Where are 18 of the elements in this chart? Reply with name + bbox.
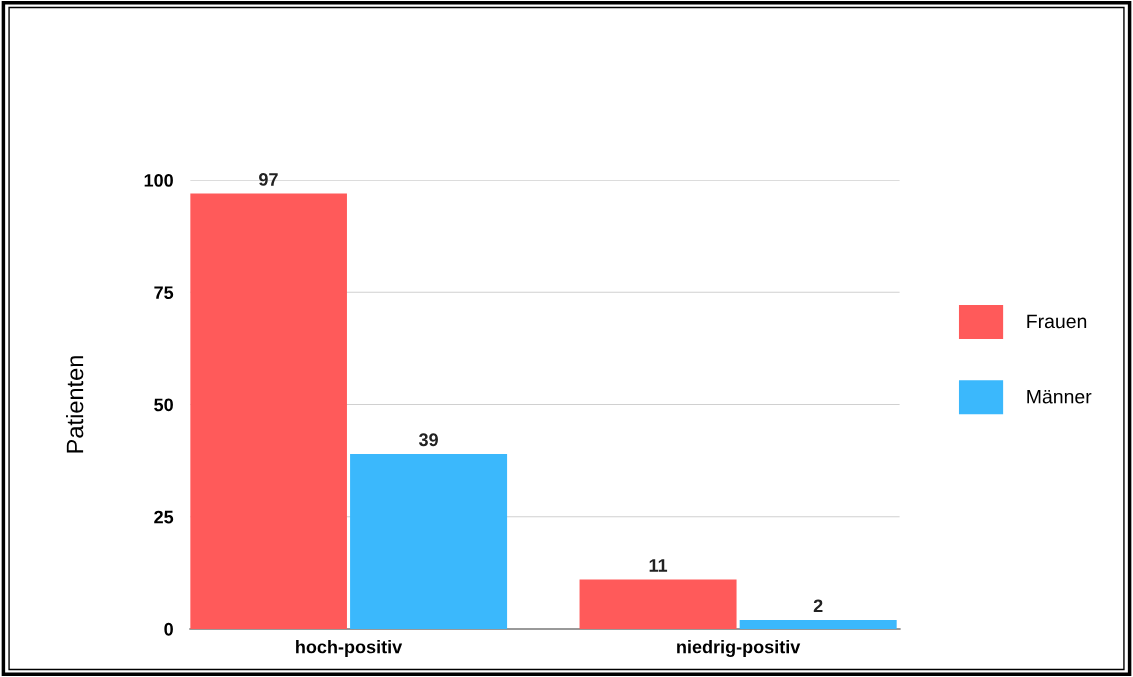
bar xyxy=(350,453,508,629)
bar xyxy=(739,619,897,629)
y-tick-label: 0 xyxy=(164,622,173,636)
x-tick-label: hoch-positiv xyxy=(296,640,403,657)
legend-label: Frauen xyxy=(1027,314,1087,329)
y-tick-label: 75 xyxy=(154,286,174,300)
data-label: 39 xyxy=(418,433,438,447)
data-label: 2 xyxy=(813,599,823,613)
y-axis-title: Patienten xyxy=(65,356,84,453)
y-tick-label: 50 xyxy=(154,398,173,412)
data-label: 97 xyxy=(259,173,278,186)
bar xyxy=(579,579,737,629)
data-label: 11 xyxy=(649,559,668,572)
x-tick-label: niedrig-positiv xyxy=(677,640,801,657)
y-tick-label: 100 xyxy=(144,174,173,187)
legend-label: Männer xyxy=(1027,390,1092,404)
bar xyxy=(190,193,347,629)
y-tick-label: 25 xyxy=(154,510,174,524)
